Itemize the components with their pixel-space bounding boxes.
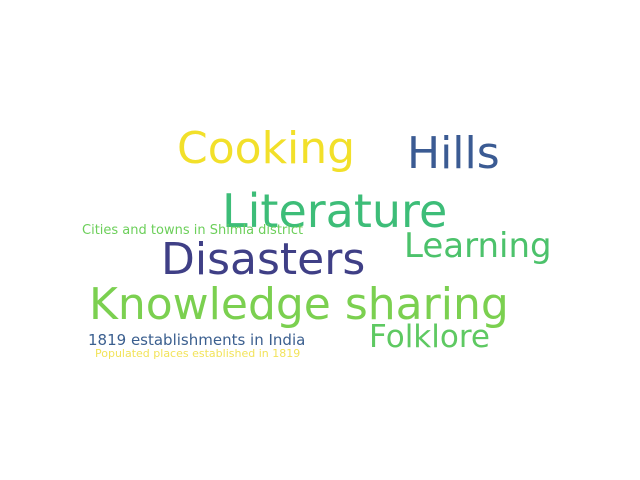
word-cities-and-towns: Cities and towns in Shimla district xyxy=(82,223,304,238)
word-hills: Hills xyxy=(407,128,500,179)
word-learning: Learning xyxy=(404,226,552,266)
word-folklore: Folklore xyxy=(369,319,490,355)
word-cooking: Cooking xyxy=(177,123,356,174)
word-literature: Literature xyxy=(222,184,448,238)
word-knowledge-sharing: Knowledge sharing xyxy=(89,279,509,330)
word-disasters: Disasters xyxy=(161,234,366,285)
word-1819-establishments: 1819 establishments in India xyxy=(88,331,306,349)
word-populated-places: Populated places established in 1819 xyxy=(95,347,301,360)
